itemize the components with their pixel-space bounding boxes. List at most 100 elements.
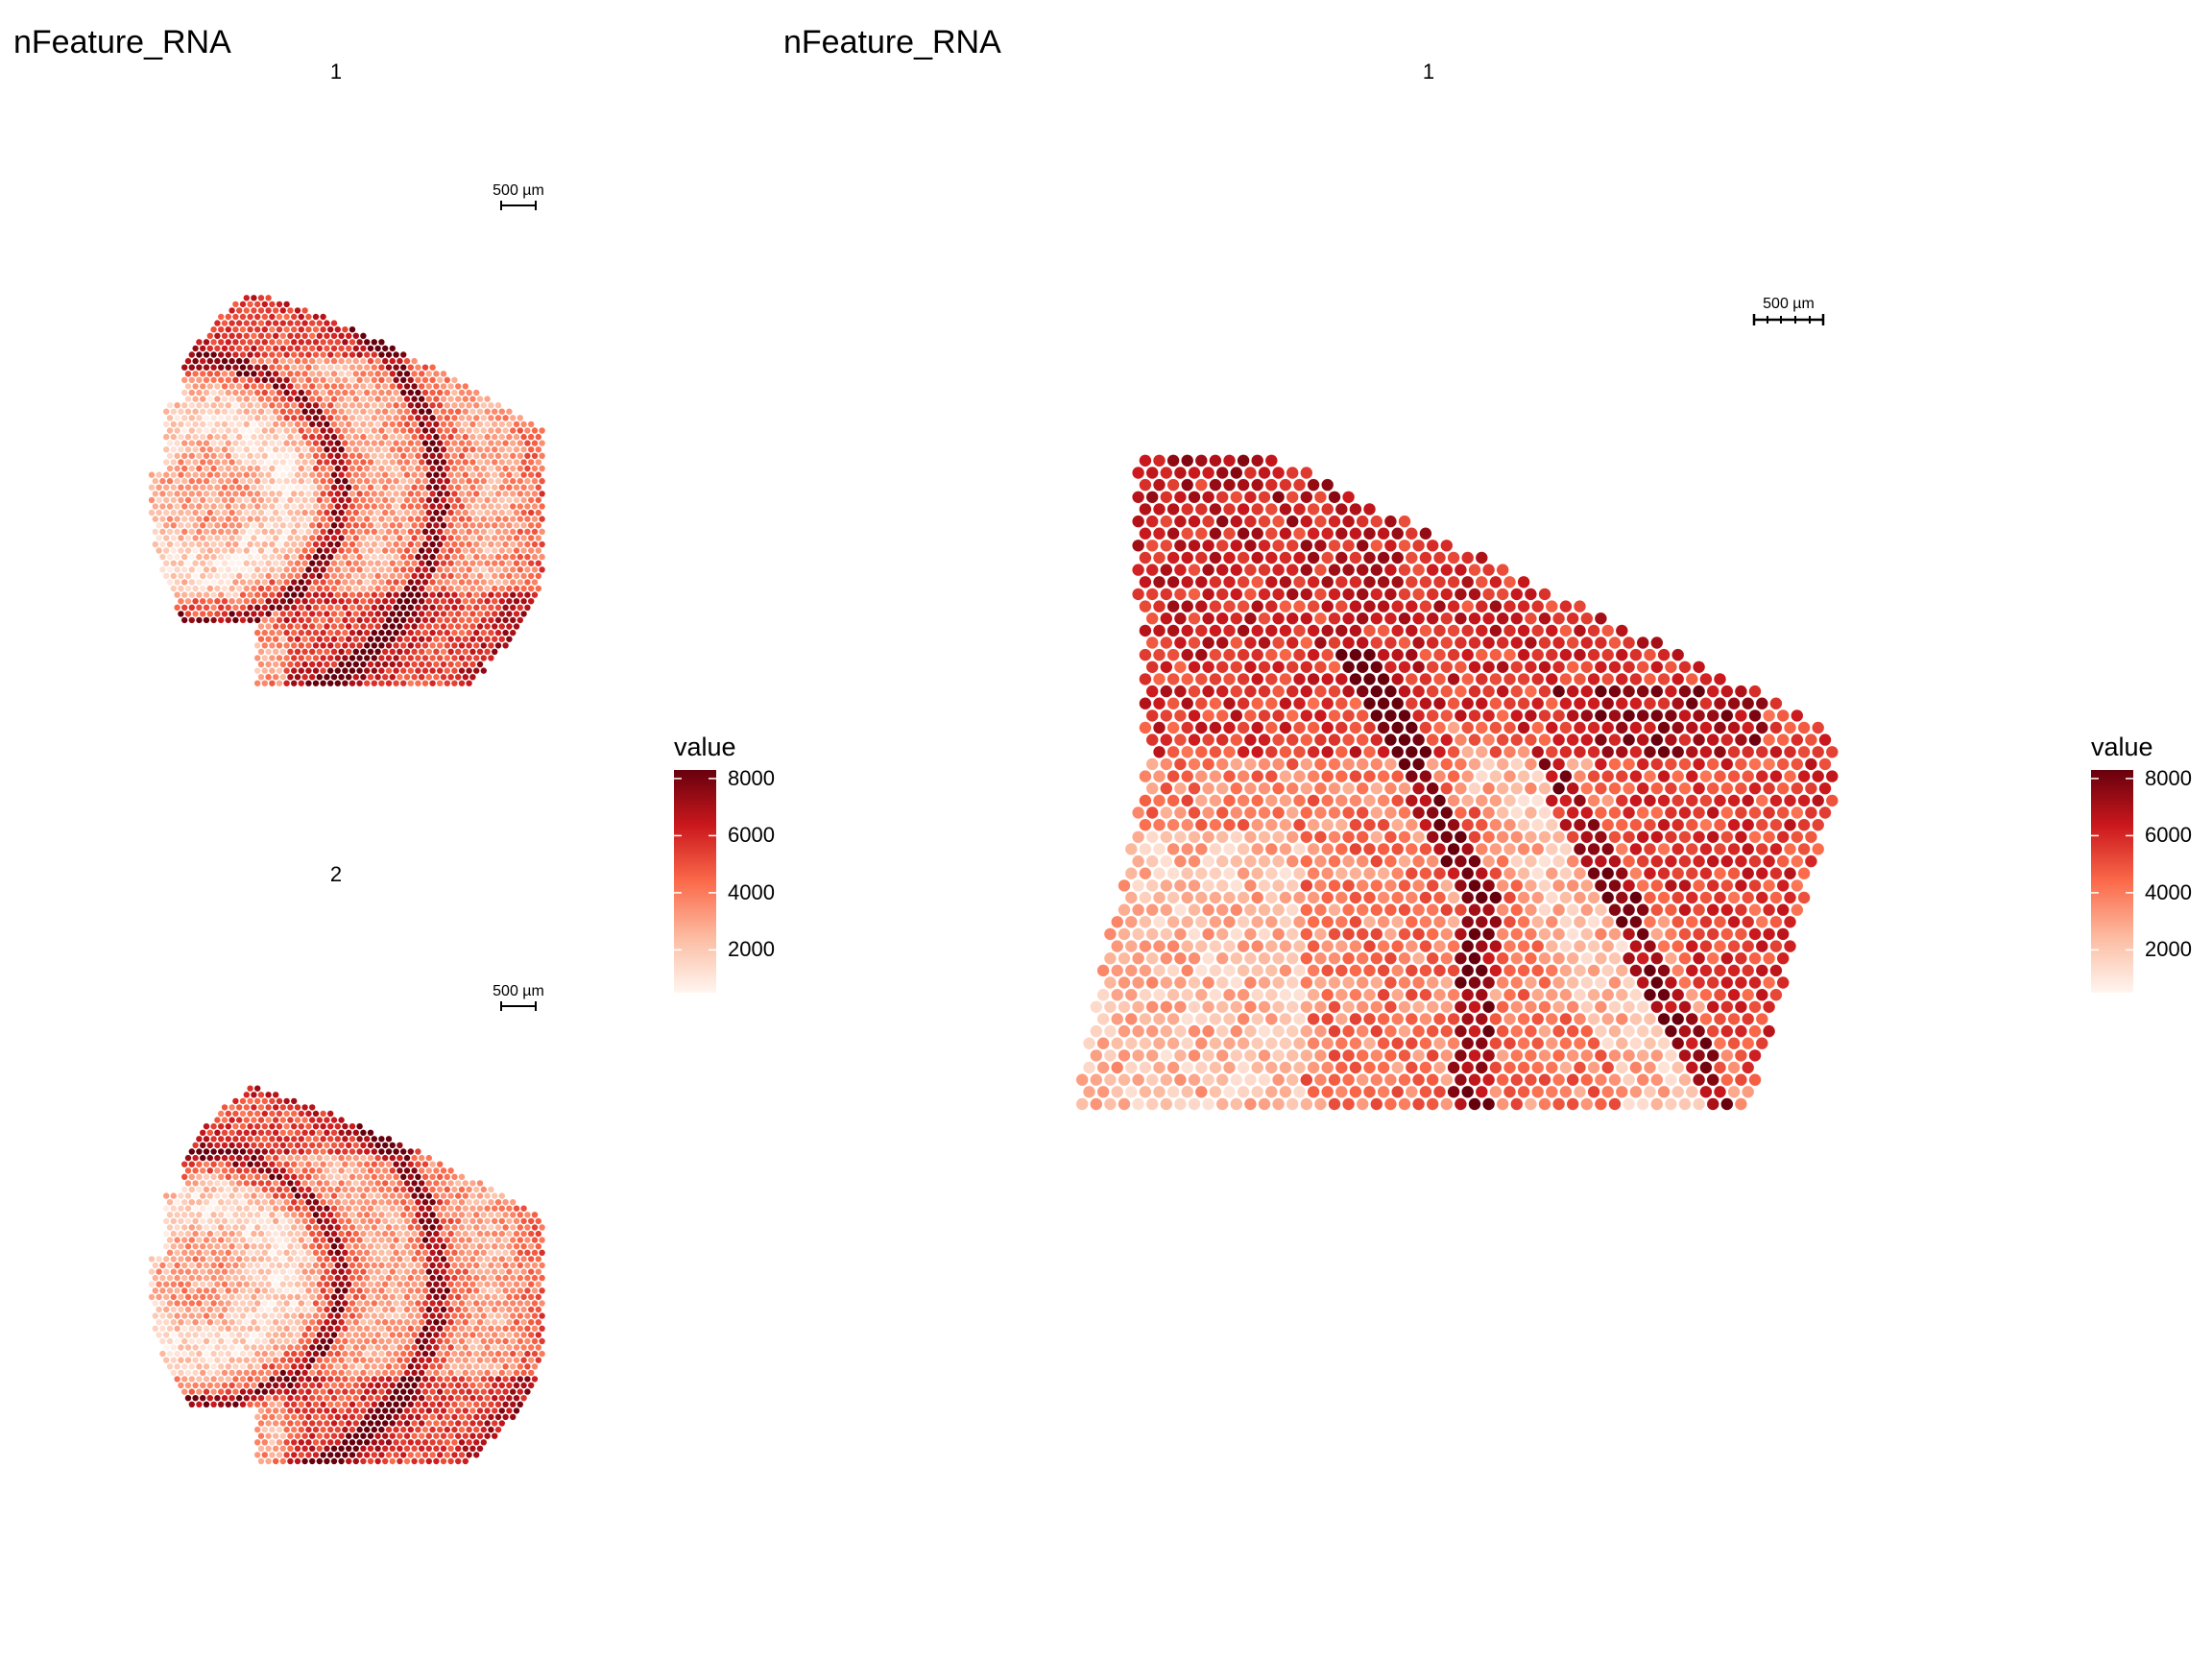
spot xyxy=(254,1401,261,1407)
spot xyxy=(437,477,444,485)
spot xyxy=(232,616,239,624)
spot xyxy=(473,1274,480,1282)
spot xyxy=(301,471,308,478)
spot xyxy=(327,1413,334,1421)
spot xyxy=(506,547,513,554)
spot xyxy=(330,1256,338,1262)
spot xyxy=(247,553,253,561)
spot xyxy=(239,1287,247,1294)
spot xyxy=(316,560,323,566)
spot xyxy=(251,408,257,415)
spot xyxy=(316,1357,323,1363)
spot xyxy=(338,1395,345,1402)
spot xyxy=(488,528,494,535)
spot xyxy=(389,345,396,352)
spot xyxy=(371,351,377,358)
spot xyxy=(360,1319,367,1326)
spot xyxy=(301,1319,308,1326)
spot xyxy=(455,674,462,681)
spot xyxy=(360,408,367,415)
spot xyxy=(349,528,356,535)
spot xyxy=(316,636,323,642)
spot xyxy=(159,1274,166,1282)
spot xyxy=(411,1230,418,1238)
spot xyxy=(352,1180,359,1187)
spot xyxy=(298,528,304,535)
spot xyxy=(188,1300,195,1307)
spot xyxy=(210,389,217,397)
spot xyxy=(407,667,414,674)
spot xyxy=(371,667,377,674)
spot xyxy=(214,1344,221,1351)
spot xyxy=(535,1344,541,1351)
spot xyxy=(419,661,425,668)
spot xyxy=(148,484,156,491)
spot xyxy=(269,313,276,321)
spot xyxy=(393,541,399,548)
spot xyxy=(279,1180,286,1187)
spot xyxy=(287,1243,294,1250)
spot xyxy=(466,1186,472,1193)
spot xyxy=(192,1344,199,1351)
spot xyxy=(301,623,308,630)
spot xyxy=(247,1161,253,1167)
spot xyxy=(269,402,276,409)
spot xyxy=(247,604,253,611)
spot xyxy=(385,604,393,611)
spot xyxy=(382,623,389,630)
spot xyxy=(473,465,480,472)
spot xyxy=(247,452,253,459)
spot xyxy=(316,396,323,402)
spot xyxy=(437,1237,444,1243)
spot xyxy=(287,1369,294,1377)
spot xyxy=(415,1274,421,1282)
spot xyxy=(159,477,166,485)
spot xyxy=(506,496,513,504)
spot xyxy=(469,1243,476,1250)
spot xyxy=(218,1212,225,1218)
spot xyxy=(356,1199,363,1206)
spot xyxy=(236,1117,243,1123)
spot xyxy=(346,1154,352,1162)
spot xyxy=(163,1256,170,1262)
spot xyxy=(196,1237,203,1243)
spot xyxy=(476,446,484,453)
spot xyxy=(330,459,338,466)
spot xyxy=(393,452,399,459)
spot xyxy=(301,1293,308,1301)
spot xyxy=(214,1117,221,1123)
spot xyxy=(364,1262,371,1269)
spot xyxy=(305,516,312,522)
spot xyxy=(338,1332,345,1338)
spot xyxy=(480,1337,487,1345)
spot xyxy=(458,1363,466,1370)
spot xyxy=(356,553,363,561)
spot xyxy=(458,1249,466,1256)
spot xyxy=(462,547,469,554)
spot xyxy=(228,611,235,617)
spot xyxy=(480,1262,487,1269)
spot xyxy=(265,1344,272,1351)
spot xyxy=(312,389,320,397)
spot xyxy=(236,572,243,580)
spot xyxy=(419,1407,425,1414)
spot xyxy=(312,339,320,346)
spot xyxy=(178,1293,184,1301)
spot xyxy=(273,636,279,642)
spot xyxy=(342,402,349,409)
spot xyxy=(312,477,320,485)
spot xyxy=(488,1401,494,1407)
spot xyxy=(309,1230,316,1238)
spot xyxy=(298,465,304,472)
spot xyxy=(228,1306,235,1313)
spot xyxy=(389,357,396,365)
spot xyxy=(247,351,253,358)
spot xyxy=(421,1300,429,1307)
spot xyxy=(265,1167,272,1174)
spot xyxy=(206,1281,213,1287)
spot xyxy=(444,1287,450,1294)
spot xyxy=(261,491,268,497)
spot xyxy=(466,1249,472,1256)
spot xyxy=(421,591,429,598)
spot xyxy=(279,357,286,365)
